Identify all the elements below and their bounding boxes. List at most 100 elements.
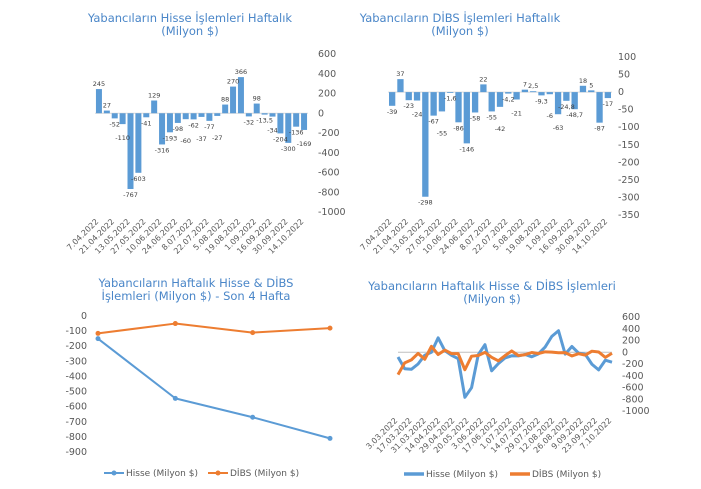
chart-title: Yabancıların Hisse İşlemleri Haftalık: [87, 10, 292, 25]
bar: [277, 113, 284, 134]
bar: [554, 92, 562, 115]
legend-marker: [111, 470, 117, 476]
y-tick-label: -500: [65, 387, 87, 398]
bar: [447, 92, 454, 93]
y-tick-label: -400: [622, 371, 644, 382]
bar: [496, 92, 504, 107]
y-tick-label: 200: [318, 89, 336, 100]
data-label: -13,5: [256, 117, 273, 125]
bar: [546, 92, 553, 95]
bar: [438, 92, 446, 112]
y-tick-label: -350: [618, 210, 640, 221]
bar: [480, 84, 487, 93]
y-tick-label: -200: [318, 128, 340, 139]
bar: [579, 85, 587, 93]
bar: [530, 91, 537, 93]
y-tick-label: -1000: [318, 207, 346, 218]
data-label: -32: [244, 118, 255, 126]
y-tick-label: -400: [318, 148, 340, 159]
y-tick-label: 50: [618, 70, 630, 81]
data-label: -6: [547, 112, 553, 120]
bar: [422, 92, 429, 197]
data-label: -316: [155, 146, 170, 154]
bar: [253, 103, 260, 114]
y-tick-label: -200: [618, 157, 640, 168]
y-tick-label: 400: [622, 324, 640, 335]
data-label: 37: [396, 70, 404, 78]
bar: [261, 113, 268, 115]
y-tick-label: -150: [618, 140, 640, 151]
bar: [143, 113, 150, 118]
legend-label: Hisse (Milyon $): [426, 470, 498, 480]
y-tick-label: 100: [618, 52, 636, 63]
bar: [513, 92, 520, 100]
series-line-hisse: [396, 329, 613, 399]
bar: [301, 113, 308, 130]
legend-label: Hisse (Milyon $): [126, 469, 198, 479]
chart-title: (Milyon $): [161, 24, 218, 38]
data-label: -42: [495, 125, 506, 133]
data-label: -169: [297, 140, 312, 148]
y-tick-label: 0: [618, 87, 624, 98]
data-label: -34: [267, 127, 278, 135]
bar: [245, 113, 252, 117]
bar: [596, 92, 603, 123]
data-label: -4,2: [502, 96, 515, 104]
data-label: -21: [511, 109, 522, 117]
data-label: 129: [148, 92, 160, 100]
y-tick-label: -600: [65, 402, 87, 413]
y-tick-label: 200: [622, 336, 640, 347]
bar: [230, 86, 237, 114]
y-tick-label: 0: [622, 347, 628, 358]
y-tick-label: -600: [622, 383, 644, 394]
bar: [103, 110, 110, 114]
y-tick-label: -250: [618, 175, 640, 186]
data-label: 22: [479, 75, 487, 83]
data-label: -110: [115, 134, 130, 142]
bar: [397, 79, 404, 93]
data-label: -60: [180, 137, 191, 145]
data-label: -603: [131, 175, 146, 183]
data-label: -37: [196, 135, 207, 143]
series-line-dibs: [97, 322, 331, 335]
data-label: 2,5: [528, 82, 538, 90]
bar: [269, 113, 276, 117]
bar: [166, 113, 173, 133]
y-tick-label: -200: [65, 341, 87, 352]
chart-title: Yabancıların Haftalık Hisse & DİBS: [98, 275, 294, 290]
bar: [190, 113, 197, 120]
bar: [174, 113, 181, 123]
y-tick-label: 600: [318, 49, 336, 60]
data-label: -23: [403, 102, 414, 110]
data-label: -48,7: [566, 111, 583, 119]
y-tick-label: 400: [318, 69, 336, 80]
data-point: [327, 435, 333, 441]
y-tick-label: 0: [318, 108, 324, 119]
bar: [505, 92, 512, 94]
data-label: -41: [141, 119, 152, 127]
data-label: -63: [553, 124, 564, 132]
chart-title: İşlemleri (Milyon $) - Son 4 Hafta: [102, 288, 291, 303]
bar: [521, 89, 529, 93]
y-tick-label: 600: [622, 312, 640, 323]
y-tick-label: -400: [65, 371, 87, 382]
data-label: -17: [603, 100, 614, 108]
legend-label: DİBS (Milyon $): [532, 469, 601, 480]
bar: [182, 113, 189, 120]
data-point: [172, 395, 178, 401]
data-label: 98: [253, 95, 261, 103]
bar: [488, 92, 495, 112]
y-tick-label: -700: [65, 417, 87, 428]
chart-title: (Milyon $): [431, 24, 488, 38]
data-label: 18: [579, 77, 587, 85]
bar: [222, 104, 229, 114]
data-label: 88: [221, 96, 229, 104]
bar: [388, 92, 396, 106]
bar: [588, 90, 595, 93]
data-label: -136: [289, 129, 304, 137]
data-point: [172, 321, 178, 327]
bar: [430, 92, 437, 116]
bar: [604, 92, 612, 99]
data-point: [250, 330, 256, 336]
chart-title: (Milyon $): [463, 292, 520, 306]
